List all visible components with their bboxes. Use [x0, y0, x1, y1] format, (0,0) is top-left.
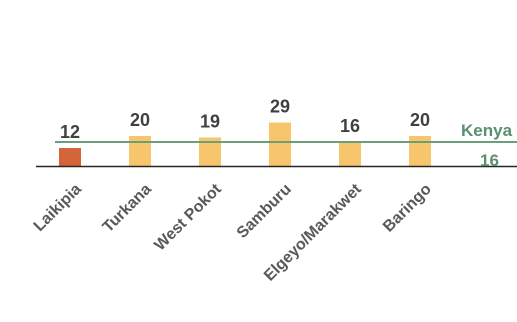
value-labels-layer: 12 20 19 29 16 20	[60, 97, 430, 143]
bar-turkana	[129, 136, 151, 166]
category-label-turkana: Turkana	[100, 181, 155, 236]
bars-layer	[59, 122, 431, 166]
bar-laikipia	[59, 148, 81, 166]
kenya-reference-label: Kenya	[461, 121, 513, 140]
category-label-west-pokot: West Pokot	[151, 180, 225, 254]
value-label-turkana: 20	[130, 110, 150, 130]
category-label-samburu: Samburu	[234, 181, 295, 242]
value-label-baringo: 20	[410, 110, 430, 130]
value-label-laikipia: 12	[60, 122, 80, 142]
bar-west-pokot	[199, 137, 221, 166]
value-label-elgeyo-marakwet: 16	[340, 116, 360, 136]
category-label-baringo: Baringo	[380, 181, 435, 236]
value-label-samburu: 29	[270, 97, 290, 117]
bar-elgeyo-marakwet	[339, 142, 361, 166]
bar-samburu	[269, 122, 291, 166]
bar-baringo	[409, 136, 431, 166]
category-label-laikipia: Laikipia	[31, 181, 85, 235]
kenya-reference-value: 16	[480, 151, 499, 170]
value-label-west-pokot: 19	[200, 112, 220, 132]
